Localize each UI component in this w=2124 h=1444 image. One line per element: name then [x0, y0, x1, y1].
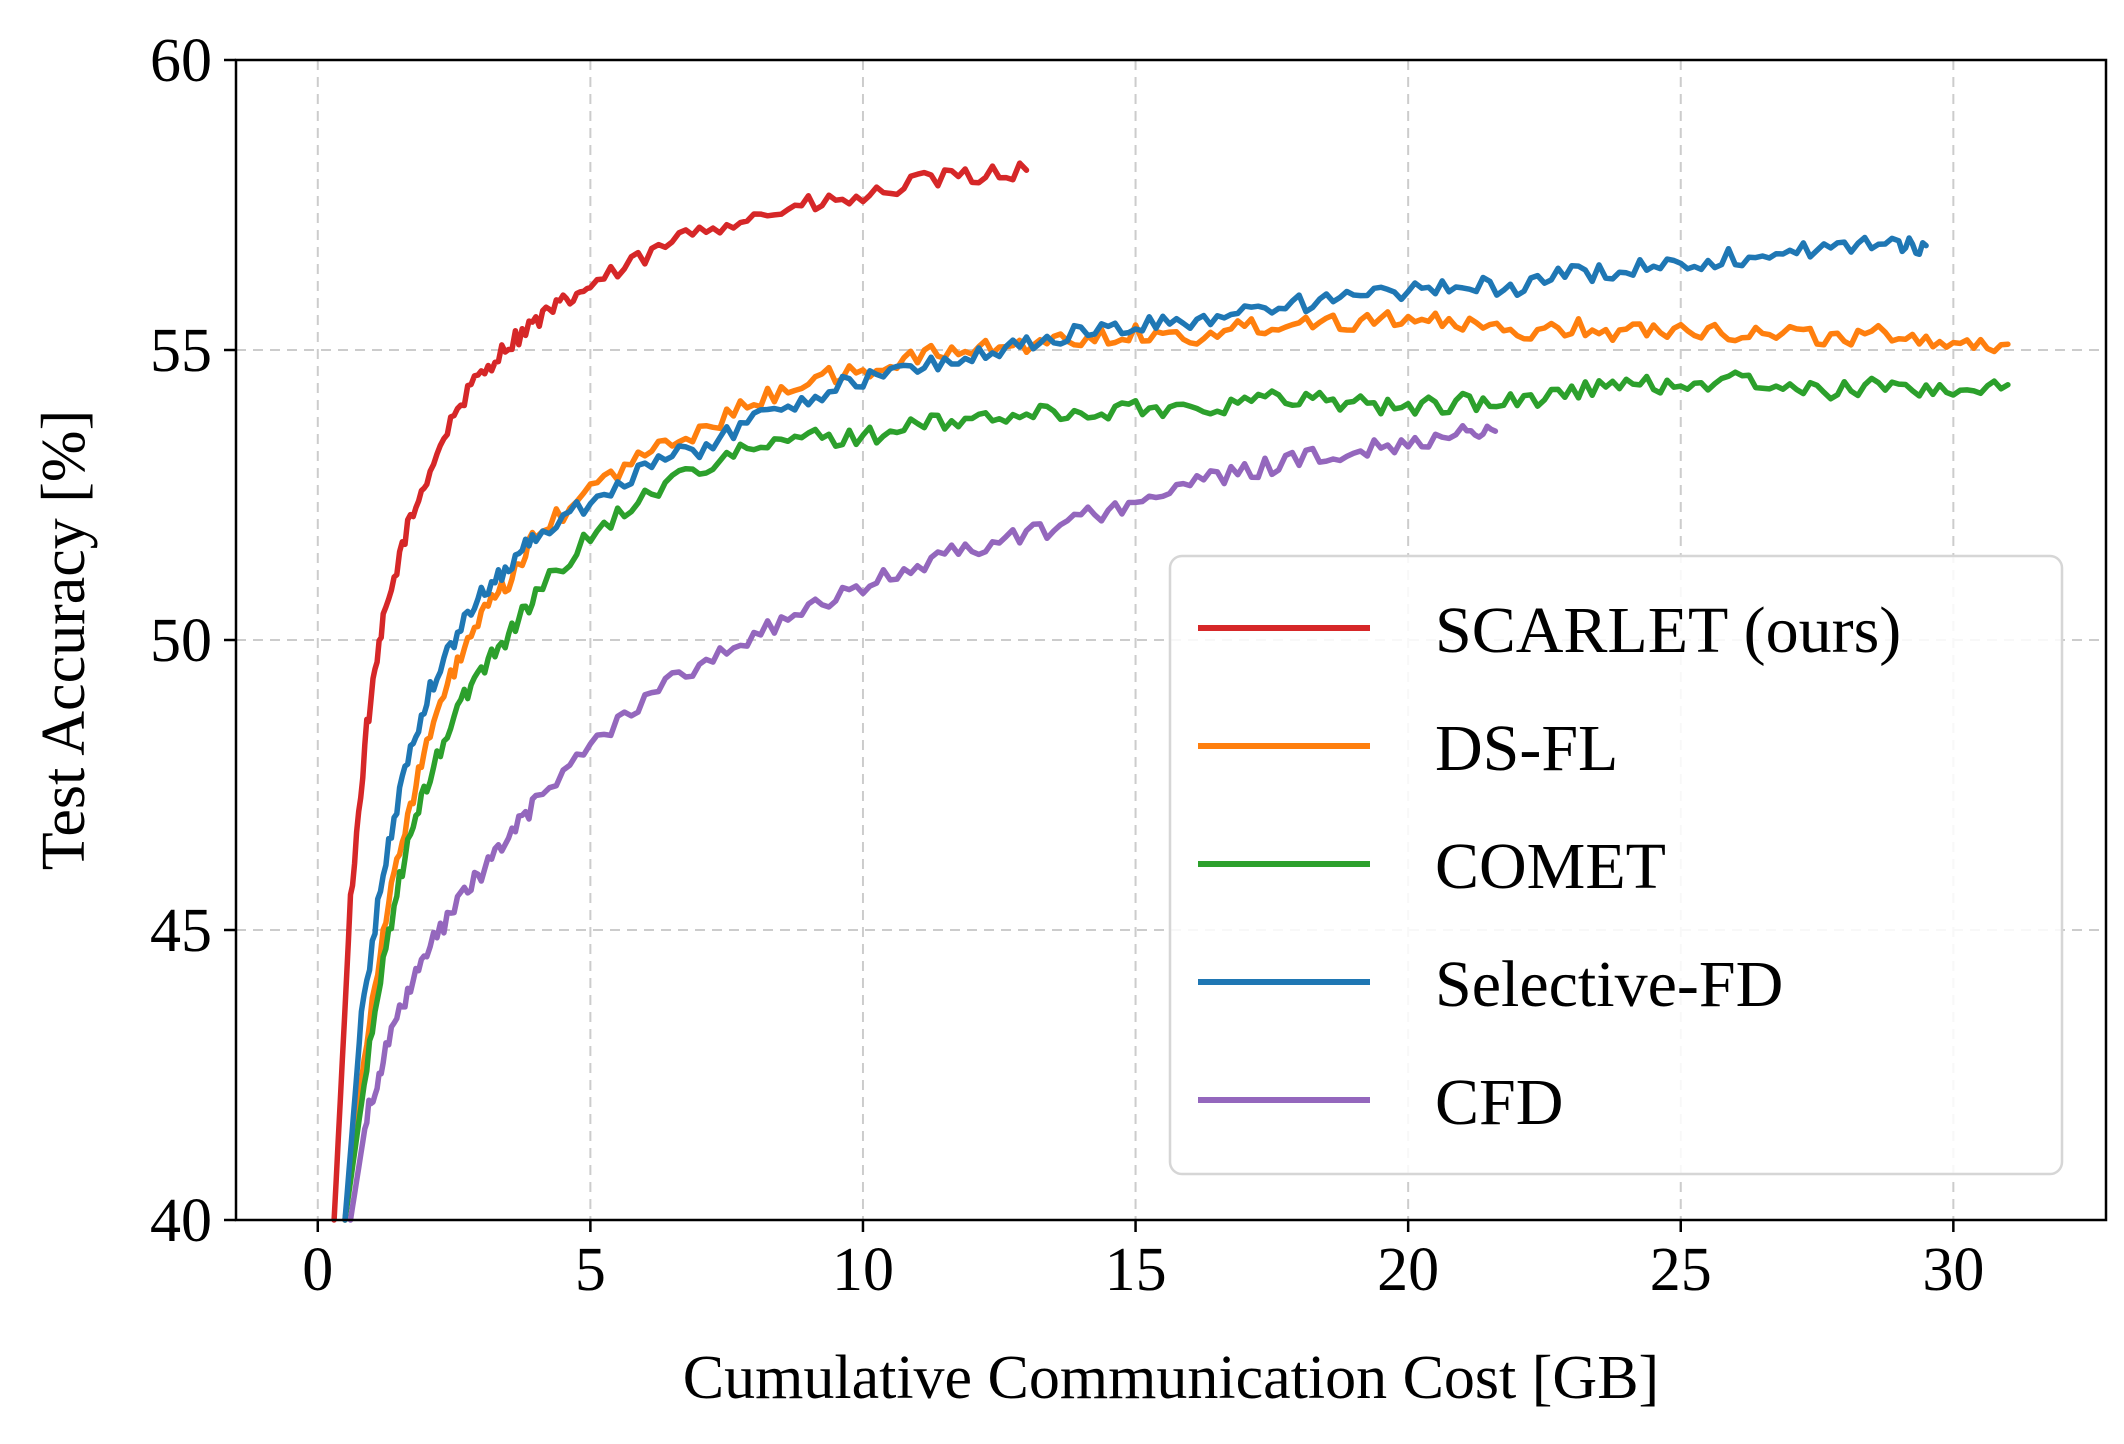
y-tick-label: 50: [150, 607, 212, 675]
x-tick-label: 20: [1377, 1236, 1439, 1304]
series-line-1: [342, 309, 2011, 1223]
y-tick-label: 45: [150, 897, 212, 965]
series-lines: [331, 160, 2011, 1223]
x-tick-label: 25: [1650, 1236, 1712, 1304]
series-line-2: [342, 369, 2011, 1223]
series-line-0: [331, 160, 1030, 1223]
x-axis-label: Cumulative Communication Cost [GB]: [683, 1344, 1659, 1412]
legend-label: CFD: [1435, 1066, 1563, 1139]
x-tick-label: 5: [575, 1236, 606, 1304]
axis-ticks: 0 5 10 15 20 25 30 40 45 50 55 60: [150, 27, 1984, 1304]
legend-label: COMET: [1435, 830, 1666, 903]
legend-label: Selective-FD: [1435, 948, 1783, 1021]
x-tick-label: 10: [832, 1236, 894, 1304]
legend-box: [1168, 554, 2064, 1176]
legend-label: SCARLET (ours): [1435, 594, 1901, 667]
x-tick-label: 15: [1105, 1236, 1167, 1304]
y-tick-label: 55: [150, 317, 212, 385]
y-tick-label: 60: [150, 27, 212, 95]
y-axis-label: Test Accuracy [%]: [30, 410, 98, 870]
legend: SCARLET (ours) DS-FL COMET Selective-FD CFD: [1168, 554, 2064, 1176]
series-line-3: [342, 234, 1929, 1223]
series-line-4: [347, 422, 1499, 1223]
y-tick-label: 40: [150, 1187, 212, 1255]
x-tick-label: 0: [302, 1236, 333, 1304]
legend-label: DS-FL: [1435, 712, 1618, 785]
x-tick-label: 30: [1922, 1236, 1984, 1304]
